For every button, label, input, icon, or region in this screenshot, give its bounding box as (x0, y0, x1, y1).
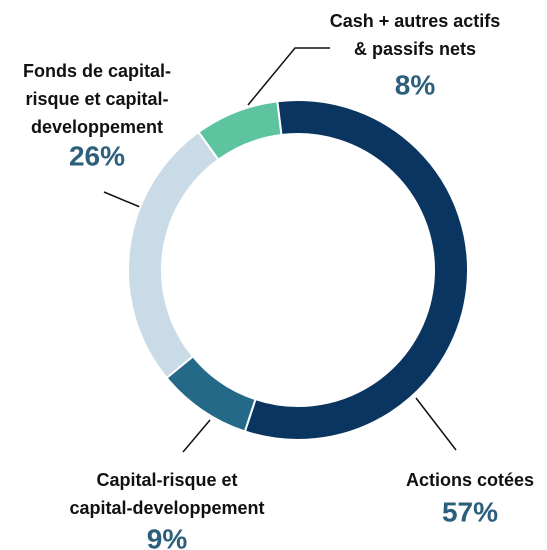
donut-segment (197, 100, 283, 162)
leader-line (415, 397, 457, 451)
category-label: capital-developpement (69, 498, 264, 518)
category-label: Capital-risque et (96, 470, 237, 490)
leader-line (103, 191, 141, 208)
category-label: Actions cotées (406, 470, 534, 490)
donut-segment (243, 99, 469, 441)
category-label: & passifs nets (354, 39, 476, 59)
category-label: Fonds de capital- (23, 61, 171, 81)
value-label: 57% (442, 496, 498, 527)
donut-segment (127, 130, 220, 380)
leader-line (247, 47, 330, 106)
category-label: developpement (31, 117, 163, 137)
value-label: 9% (147, 523, 188, 550)
category-label: Cash + autres actifs (330, 11, 501, 31)
leader-line (182, 419, 211, 453)
category-label: risque et capital- (25, 89, 168, 109)
value-label: 8% (395, 69, 436, 100)
value-label: 26% (69, 140, 125, 171)
